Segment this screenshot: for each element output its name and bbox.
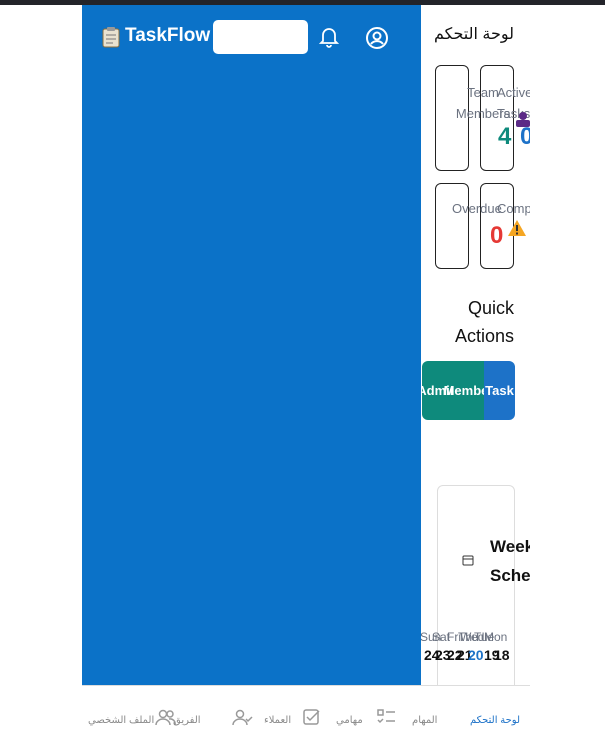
dashboard: لوحة التحكم Team Members 4 Active Tasks … bbox=[421, 5, 530, 685]
logo: TaskFlow bbox=[125, 25, 211, 46]
nav-icon bbox=[377, 709, 395, 724]
action-button[interactable]: Task bbox=[484, 361, 515, 420]
browser-bar bbox=[0, 0, 605, 5]
stat-card bbox=[435, 183, 469, 269]
schedule-card bbox=[437, 485, 515, 685]
stat-label: Team Members bbox=[455, 85, 511, 121]
nav-icon bbox=[232, 709, 253, 726]
action-button[interactable]: Admin bbox=[421, 361, 458, 420]
stat-value: 0 bbox=[520, 123, 530, 150]
app: TaskFlow لوحة التحكم Team Members 4 Acti… bbox=[82, 5, 530, 747]
nav-item[interactable]: مهامي bbox=[336, 715, 363, 726]
logo-icon bbox=[102, 27, 120, 48]
day-date: 22 bbox=[447, 647, 463, 663]
stat-value: 0 bbox=[490, 222, 504, 249]
stat-card bbox=[480, 65, 514, 171]
nav-item[interactable]: المهام bbox=[412, 715, 438, 726]
warning-icon bbox=[508, 220, 526, 236]
day-date: 24 bbox=[424, 647, 440, 663]
nav-item[interactable]: لوحة التحكم bbox=[470, 715, 521, 726]
nav-icon bbox=[155, 709, 176, 726]
day-date: 18 bbox=[494, 647, 510, 663]
sidebar: TaskFlow bbox=[82, 5, 421, 685]
nav-icon bbox=[303, 709, 320, 725]
search-input[interactable] bbox=[213, 20, 308, 54]
day-name: Tue bbox=[474, 630, 495, 644]
page-title: لوحة التحكم bbox=[433, 26, 514, 43]
day-name: Wed bbox=[460, 630, 485, 644]
section-title: Quick Actions bbox=[454, 298, 514, 346]
profile-icon[interactable] bbox=[365, 26, 389, 50]
stat-value: 4 bbox=[498, 123, 512, 150]
schedule-title: Weekly Schedule bbox=[490, 537, 530, 585]
stat-label: Overdue bbox=[452, 201, 502, 216]
day-name: Sun bbox=[421, 630, 442, 644]
day-date: 20 bbox=[468, 647, 484, 663]
day-name: Thu bbox=[458, 630, 479, 644]
stat-label: Completed bbox=[497, 201, 530, 216]
bell-icon[interactable] bbox=[319, 26, 339, 48]
nav-item[interactable]: الفريق bbox=[173, 715, 201, 726]
stat-card bbox=[480, 183, 514, 269]
action-button[interactable]: Member bbox=[444, 361, 493, 420]
day-date: 21 bbox=[457, 647, 473, 663]
day-date: 23 bbox=[435, 647, 451, 663]
day-name: Fri bbox=[447, 630, 461, 644]
day-name: Mon bbox=[484, 630, 508, 644]
nav-item[interactable]: الملف الشخصي bbox=[88, 715, 155, 726]
team-icon bbox=[516, 112, 530, 127]
stat-card bbox=[435, 65, 469, 171]
day-name: Sat bbox=[432, 630, 451, 644]
bottom-nav: الملف الشخصي الفريق العملاء مهامي المهام لوحة… bbox=[82, 685, 530, 747]
nav-item[interactable]: العملاء bbox=[264, 715, 292, 726]
day-date: 19 bbox=[484, 647, 500, 663]
calendar-icon bbox=[462, 555, 474, 566]
